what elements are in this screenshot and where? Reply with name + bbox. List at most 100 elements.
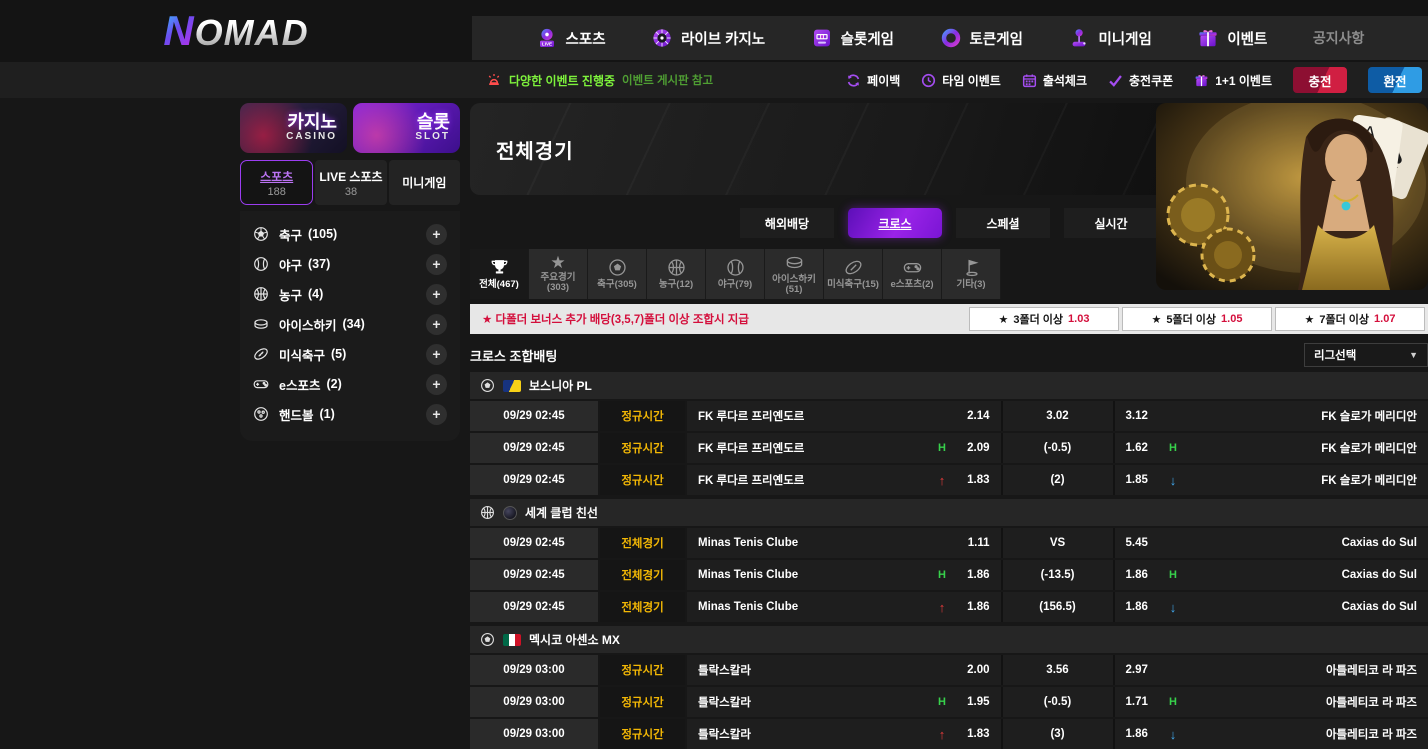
- handicap-value-cell[interactable]: (-0.5): [1001, 433, 1113, 463]
- nav-item-live-casino[interactable]: 라이브 카지노: [651, 27, 765, 49]
- center-value[interactable]: (-0.5): [1044, 696, 1071, 708]
- home-odds-cell[interactable]: FK 루다르 프리옌도르 H 2.09: [687, 433, 1001, 463]
- over-odds[interactable]: 1.83: [958, 728, 990, 740]
- draw-odds-cell[interactable]: 3.02: [1001, 401, 1113, 431]
- center-value[interactable]: (-13.5): [1041, 569, 1075, 581]
- promo-sub[interactable]: 이벤트 게시판 참고: [622, 72, 713, 88]
- under-odds[interactable]: 1.86: [1126, 728, 1158, 740]
- expand-plus-button[interactable]: +: [426, 254, 447, 275]
- home-odds-cell[interactable]: FK 루다르 프리옌도르 2.14: [687, 401, 1001, 431]
- sidebar-item-ice-hockey[interactable]: 아이스하키 (34) +: [240, 309, 460, 339]
- home-odds[interactable]: 1.11: [958, 537, 990, 549]
- filter-others[interactable]: 기타(3): [942, 249, 1001, 299]
- filter-soccer[interactable]: 축구(305): [588, 249, 647, 299]
- away-odds-cell[interactable]: 5.45 Caxias do Sul: [1113, 528, 1428, 558]
- total-value-cell[interactable]: (3): [1001, 719, 1113, 749]
- home-odds[interactable]: 2.09: [958, 442, 990, 454]
- filter-all[interactable]: 전체(467): [470, 249, 529, 299]
- away-odds-cell[interactable]: 1.86 H Caxias do Sul: [1113, 560, 1428, 590]
- sidebar-item-soccer[interactable]: 축구 (105) +: [240, 219, 460, 249]
- filter-ice-hockey[interactable]: 아이스하키(51): [765, 249, 824, 299]
- filter-basketball[interactable]: 농구(12): [647, 249, 706, 299]
- filter-esports[interactable]: e스포츠(2): [883, 249, 942, 299]
- league-select-dropdown[interactable]: 리그선택 ▼: [1304, 343, 1428, 367]
- over-odds[interactable]: 1.86: [958, 601, 990, 613]
- draw-odds-cell[interactable]: 3.56: [1001, 655, 1113, 685]
- total-value-cell[interactable]: (2): [1001, 465, 1113, 495]
- tab-special[interactable]: 스페셜: [956, 208, 1050, 238]
- util-item-attendance[interactable]: 출석체크: [1022, 72, 1087, 89]
- over-odds-cell[interactable]: 틀락스칼라 ↑ 1.83: [687, 719, 1001, 749]
- nav-item-notice[interactable]: 공지사항: [1313, 28, 1365, 48]
- away-odds[interactable]: 3.12: [1126, 410, 1158, 422]
- tab-live-sports[interactable]: LIVE 스포츠 38: [315, 160, 386, 205]
- center-value[interactable]: 3.02: [1046, 410, 1068, 422]
- casino-banner[interactable]: 카지노 CASINO: [240, 103, 347, 153]
- away-odds[interactable]: 2.97: [1126, 664, 1158, 676]
- util-item-payback[interactable]: 페이백: [846, 72, 900, 89]
- home-odds-cell[interactable]: Minas Tenis Clube 1.11: [687, 528, 1001, 558]
- center-value[interactable]: (-0.5): [1044, 442, 1071, 454]
- bonus-5fold-button[interactable]: ★ 5폴더 이상 1.05: [1122, 307, 1272, 331]
- home-odds-cell[interactable]: 틀락스칼라 2.00: [687, 655, 1001, 685]
- util-item-coupon[interactable]: 충전쿠폰: [1108, 72, 1173, 89]
- home-odds[interactable]: 1.95: [958, 696, 990, 708]
- logo[interactable]: NOMAD: [0, 0, 472, 62]
- home-odds[interactable]: 1.86: [958, 569, 990, 581]
- away-odds[interactable]: 1.62: [1126, 442, 1158, 454]
- center-value[interactable]: (3): [1050, 728, 1064, 740]
- under-odds-cell[interactable]: 1.86 ↓ 아틀레티코 라 파즈: [1113, 719, 1428, 749]
- away-odds-cell[interactable]: 3.12 FK 슬로가 메리디안: [1113, 401, 1428, 431]
- filter-featured[interactable]: ★ 주요경기(303): [529, 249, 588, 299]
- expand-plus-button[interactable]: +: [426, 404, 447, 425]
- tab-overseas-odds[interactable]: 해외배당: [740, 208, 834, 238]
- bonus-3fold-button[interactable]: ★ 3폴더 이상 1.03: [969, 307, 1119, 331]
- tab-mini-games[interactable]: 미니게임: [389, 160, 460, 205]
- center-value[interactable]: (156.5): [1039, 601, 1075, 613]
- home-odds-cell[interactable]: Minas Tenis Clube H 1.86: [687, 560, 1001, 590]
- center-value[interactable]: (2): [1050, 474, 1064, 486]
- away-odds[interactable]: 1.71: [1126, 696, 1158, 708]
- home-odds[interactable]: 2.14: [958, 410, 990, 422]
- tab-realtime[interactable]: 실시간: [1064, 208, 1158, 238]
- deposit-button[interactable]: 충전: [1293, 67, 1347, 93]
- sidebar-item-baseball[interactable]: 야구 (37) +: [240, 249, 460, 279]
- tab-sports[interactable]: 스포츠 188: [240, 160, 313, 205]
- util-item-time-event[interactable]: 타임 이벤트: [921, 72, 1001, 89]
- over-odds-cell[interactable]: FK 루다르 프리옌도르 ↑ 1.83: [687, 465, 1001, 495]
- withdraw-button[interactable]: 환전: [1368, 67, 1422, 93]
- away-odds-cell[interactable]: 1.62 H FK 슬로가 메리디안: [1113, 433, 1428, 463]
- under-odds[interactable]: 1.86: [1126, 601, 1158, 613]
- sidebar-item-handball[interactable]: 핸드볼 (1) +: [240, 399, 460, 429]
- handicap-value-cell[interactable]: (-13.5): [1001, 560, 1113, 590]
- tab-cross[interactable]: 크로스: [848, 208, 942, 238]
- expand-plus-button[interactable]: +: [426, 344, 447, 365]
- center-value[interactable]: 3.56: [1046, 664, 1068, 676]
- away-odds[interactable]: 1.86: [1126, 569, 1158, 581]
- expand-plus-button[interactable]: +: [426, 224, 447, 245]
- under-odds[interactable]: 1.85: [1126, 474, 1158, 486]
- total-value-cell[interactable]: (156.5): [1001, 592, 1113, 622]
- away-odds-cell[interactable]: 1.71 H 아틀레티코 라 파즈: [1113, 687, 1428, 717]
- nav-item-token-games[interactable]: 토큰게임: [940, 27, 1023, 49]
- over-odds[interactable]: 1.83: [958, 474, 990, 486]
- expand-plus-button[interactable]: +: [426, 284, 447, 305]
- nav-item-slots[interactable]: 슬롯게임: [811, 27, 894, 49]
- over-odds-cell[interactable]: Minas Tenis Clube ↑ 1.86: [687, 592, 1001, 622]
- sidebar-item-esports[interactable]: e스포츠 (2) +: [240, 369, 460, 399]
- under-odds-cell[interactable]: 1.86 ↓ Caxias do Sul: [1113, 592, 1428, 622]
- away-odds[interactable]: 5.45: [1126, 537, 1158, 549]
- sidebar-item-basketball[interactable]: 농구 (4) +: [240, 279, 460, 309]
- util-item-one-plus-one[interactable]: 1+1 이벤트: [1194, 72, 1272, 89]
- bonus-7fold-button[interactable]: ★ 7폴더 이상 1.07: [1275, 307, 1425, 331]
- nav-item-sports[interactable]: LIVE 스포츠: [536, 27, 606, 49]
- nav-item-events[interactable]: 이벤트: [1197, 27, 1267, 49]
- filter-baseball[interactable]: 야구(79): [706, 249, 765, 299]
- home-odds[interactable]: 2.00: [958, 664, 990, 676]
- expand-plus-button[interactable]: +: [426, 314, 447, 335]
- slot-banner[interactable]: 슬롯 SLOT: [353, 103, 460, 153]
- sidebar-item-american-football[interactable]: 미식축구 (5) +: [240, 339, 460, 369]
- nav-item-mini-games[interactable]: 미니게임: [1068, 27, 1151, 49]
- expand-plus-button[interactable]: +: [426, 374, 447, 395]
- home-odds-cell[interactable]: 틀락스칼라 H 1.95: [687, 687, 1001, 717]
